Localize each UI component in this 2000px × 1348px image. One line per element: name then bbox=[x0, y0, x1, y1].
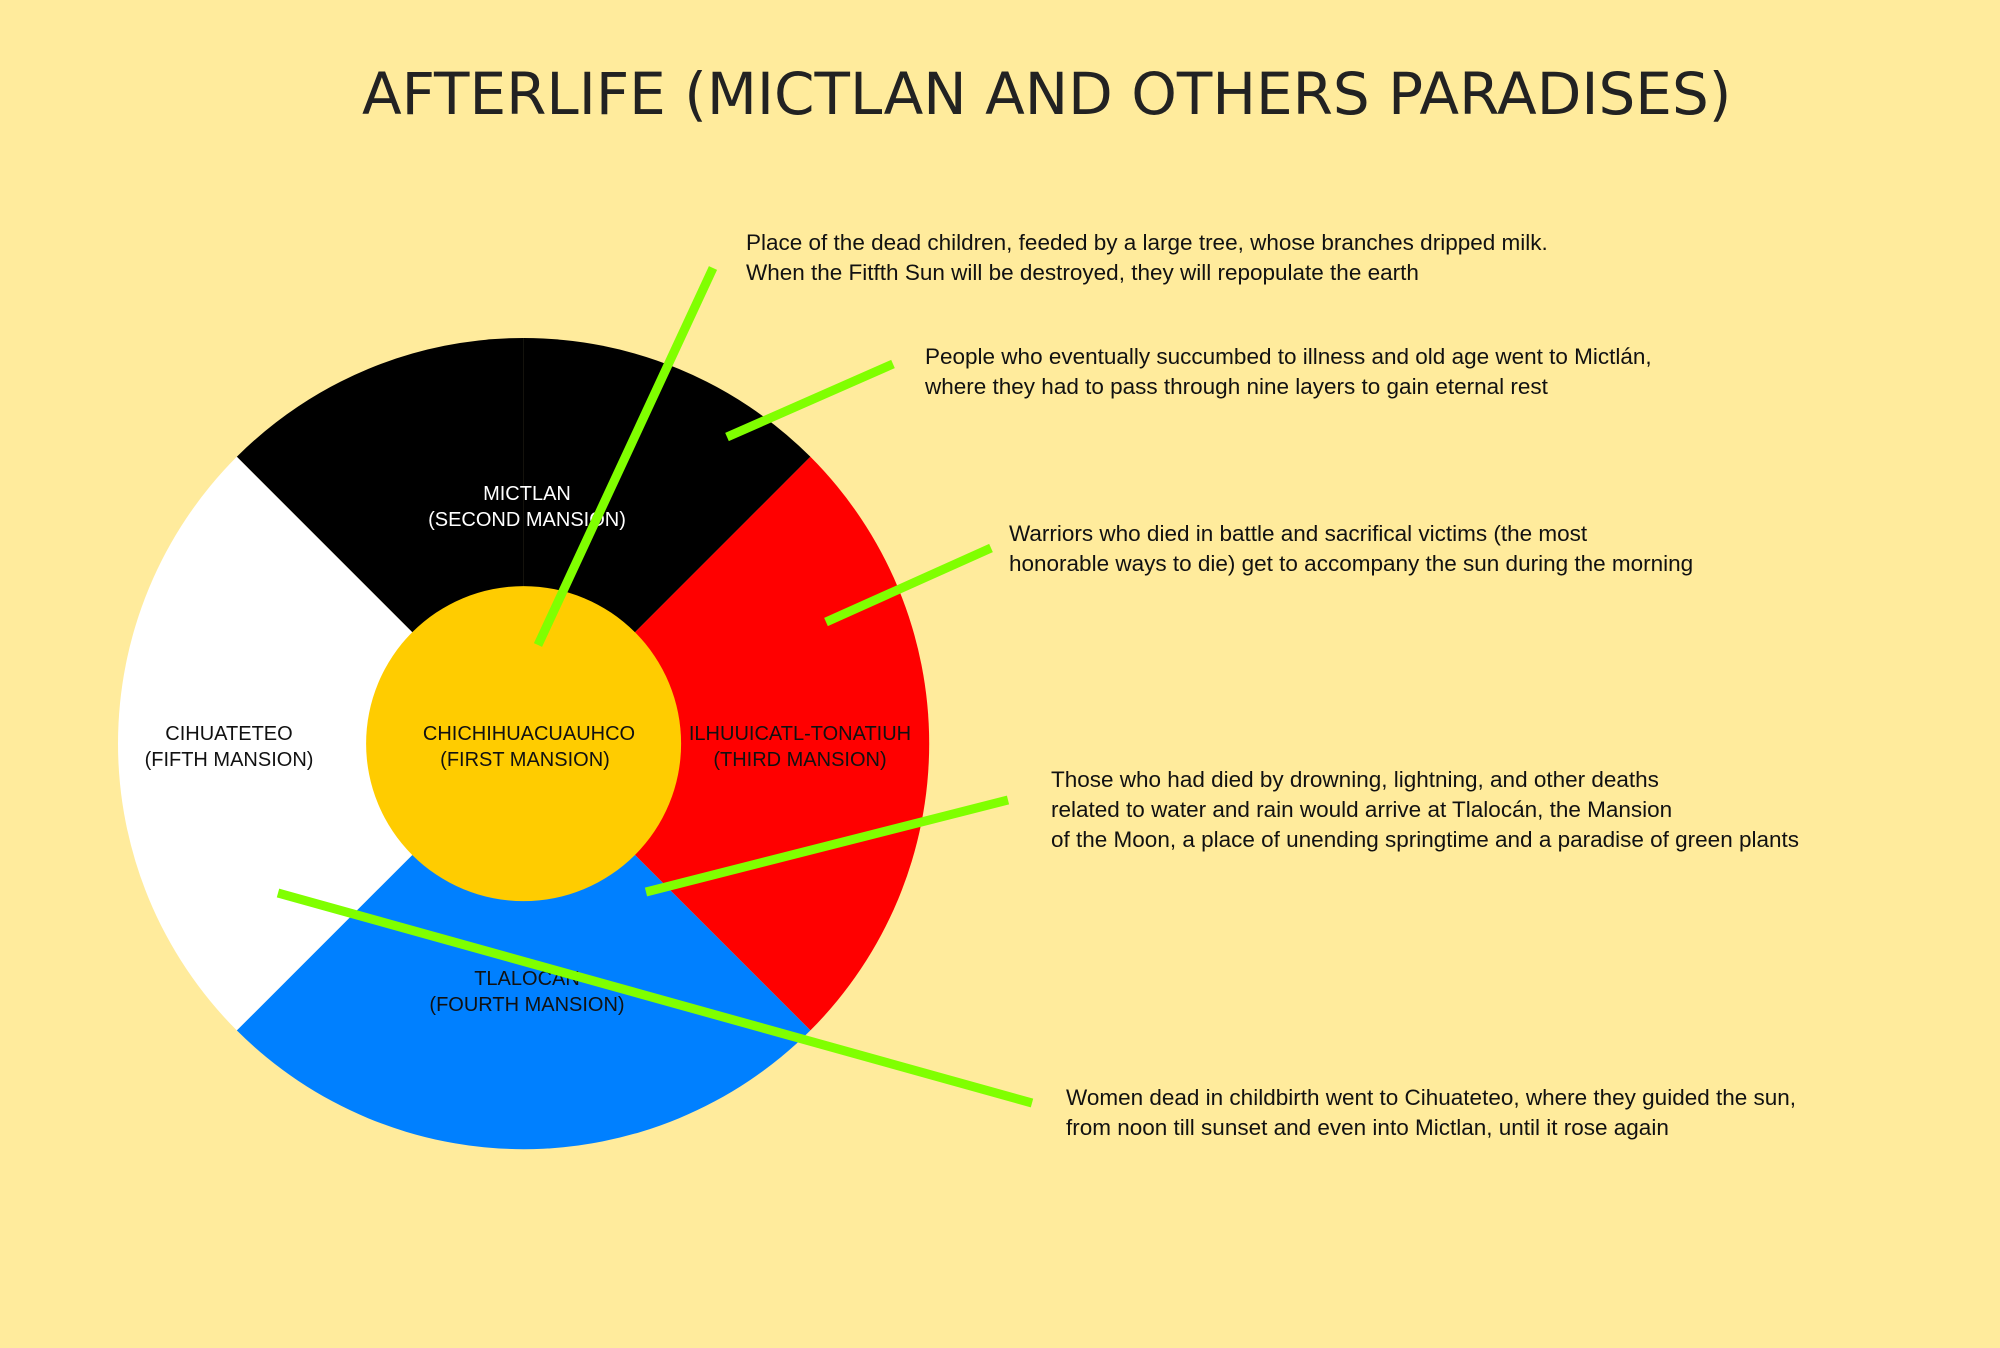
fifth-mansion-segment bbox=[118, 456, 524, 1031]
fifth-mansion-subtitle: (FIFTH MANSION) bbox=[145, 749, 314, 771]
connector-fourth-mansion bbox=[644, 795, 1010, 897]
third-mansion-description: Warriors who died in battle and sacrific… bbox=[1009, 521, 1693, 576]
connector-lines bbox=[276, 266, 1034, 1108]
third-mansion-description-line: honorable ways to die) get to accompany … bbox=[1009, 551, 1693, 576]
third-mansion-description-line: Warriors who died in battle and sacrific… bbox=[1009, 521, 1588, 546]
fifth-mansion-description-line: from noon till sunset and even into Mict… bbox=[1066, 1115, 1669, 1140]
connector-first-mansion bbox=[533, 266, 718, 647]
connector-second-mansion bbox=[725, 359, 895, 442]
third-mansion-segment bbox=[523, 456, 930, 1031]
fourth-mansion-segment bbox=[236, 743, 811, 1150]
second-mansion-description-line: where they had to pass through nine laye… bbox=[924, 374, 1549, 399]
second-mansion-description: People who eventually succumbed to illne… bbox=[924, 344, 1658, 399]
fourth-mansion-subtitle: (FOURTH MANSION) bbox=[429, 994, 624, 1016]
fourth-mansion-description-line: Those who had died by drowning, lightnin… bbox=[1051, 767, 1659, 792]
fourth-mansion-description-line: of the Moon, a place of unending springt… bbox=[1051, 827, 1799, 852]
fifth-mansion-description-line: Women dead in childbirth went to Cihuate… bbox=[1066, 1085, 1796, 1110]
connector-third-mansion bbox=[824, 543, 993, 627]
first-mansion-description-line: Place of the dead children, feeded by a … bbox=[746, 230, 1548, 255]
fifth-mansion-description: Women dead in childbirth went to Cihuate… bbox=[1066, 1085, 1802, 1140]
second-mansion-description-line: People who eventually succumbed to illne… bbox=[925, 344, 1652, 369]
third-mansion-name: ILHUUICATL-TONATIUH bbox=[689, 723, 911, 745]
first-mansion-name: CHICHIHUACUAUHCO bbox=[423, 723, 635, 745]
fourth-mansion-description-line: related to water and rain would arrive a… bbox=[1051, 797, 1672, 822]
third-mansion-subtitle: (THIRD MANSION) bbox=[713, 749, 886, 771]
first-mansion-circle bbox=[366, 586, 682, 902]
fourth-mansion-description: Those who had died by drowning, lightnin… bbox=[1051, 767, 1799, 852]
mansions-wheel bbox=[118, 338, 930, 1150]
page-title: AFTERLIFE (MICTLAN AND OTHERS PARADISES) bbox=[362, 60, 1731, 128]
first-mansion-subtitle: (FIRST MANSION) bbox=[440, 749, 610, 771]
connector-fifth-mansion bbox=[276, 888, 1034, 1108]
fifth-mansion-name: CIHUATETEO bbox=[165, 723, 292, 745]
second-mansion-subtitle: (SECOND MANSION) bbox=[428, 509, 626, 531]
first-mansion-description-line: When the Fitfth Sun will be destroyed, t… bbox=[746, 260, 1419, 285]
second-mansion-name: MICTLAN bbox=[483, 483, 571, 505]
first-mansion-description: Place of the dead children, feeded by a … bbox=[746, 230, 1554, 285]
